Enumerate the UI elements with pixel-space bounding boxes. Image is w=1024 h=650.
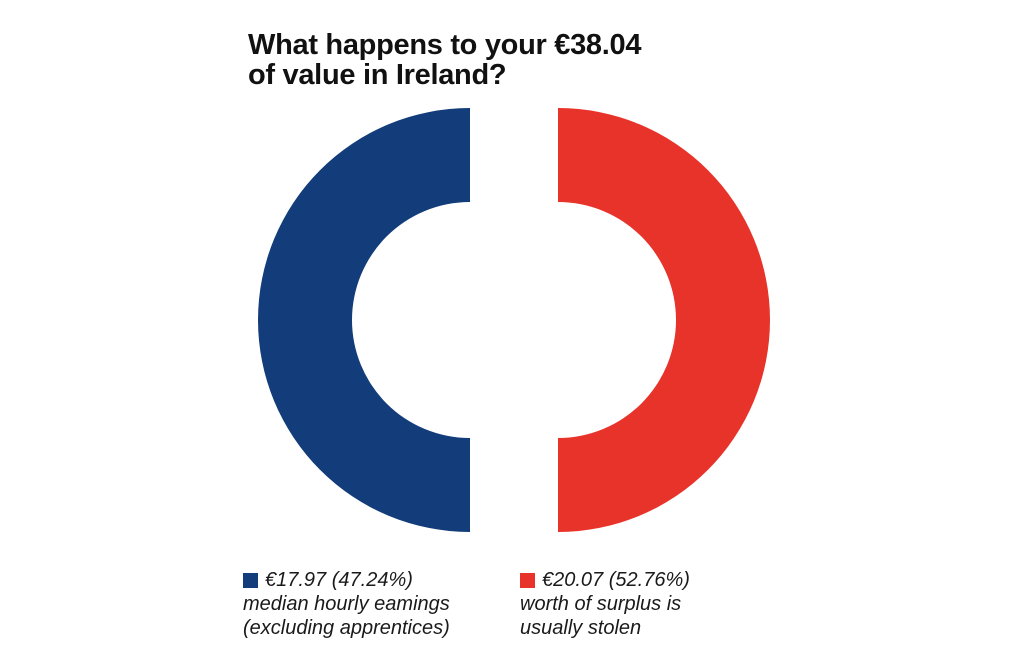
legend-swatch-surplus <box>520 572 535 588</box>
donut-chart <box>258 108 770 532</box>
legend-desc-earnings-line-2: (excluding apprentices) <box>243 617 450 639</box>
legend-desc-earnings-line-1: median hourly eamings <box>243 593 450 615</box>
chart-title-line-1: What happens to your €38.04 <box>248 29 642 61</box>
donut-segment-earnings <box>258 108 470 532</box>
legend-desc-surplus-line-2: usually stolen <box>520 617 642 639</box>
legend-value-earnings: €17.97 (47.24%) <box>265 569 413 591</box>
legend-item-earnings: €17.97 (47.24%) median hourly eamings (e… <box>243 568 450 640</box>
donut-segment-surplus <box>558 108 770 532</box>
legend-value-surplus: €20.07 (52.76%) <box>542 569 690 591</box>
legend-item-surplus: €20.07 (52.76%) worth of surplus is usua… <box>520 568 690 640</box>
chart-title: What happens to your €38.04 of value in … <box>248 30 641 90</box>
legend-swatch-earnings <box>243 572 258 588</box>
legend-desc-surplus-line-1: worth of surplus is <box>520 593 682 615</box>
chart-title-line-2: of value in Ireland? <box>248 59 507 91</box>
